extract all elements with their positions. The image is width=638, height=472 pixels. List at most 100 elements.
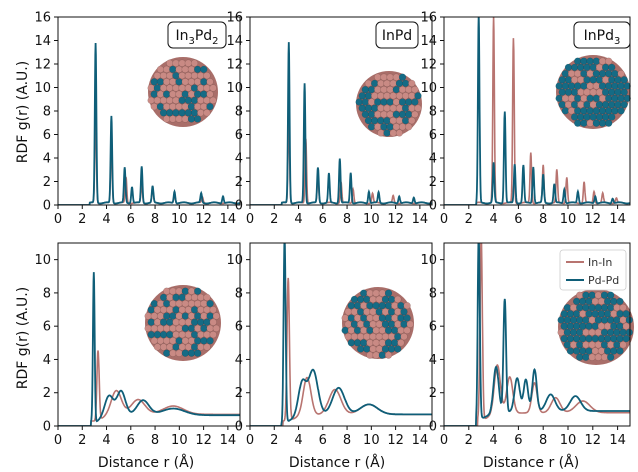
y-tick-label: 2 xyxy=(235,386,243,401)
xlabel-middle: Distance r (Å) xyxy=(289,454,385,471)
y-tick-label: 4 xyxy=(43,353,51,368)
panel-top-right: 0 2 4 6 8 10 12 14 0 2 4 6 8 10 12 14 16 InPd3 xyxy=(420,11,631,227)
series-line-in-in xyxy=(58,108,240,205)
y-tick-label: 10 xyxy=(420,253,437,268)
x-tick-label: 0 xyxy=(54,212,62,227)
y-tick-label: 8 xyxy=(429,286,437,301)
series-line-pd-pd xyxy=(444,243,630,426)
y-tick-label: 2 xyxy=(429,175,437,190)
y-tick-label: 16 xyxy=(420,11,437,26)
x-tick-label: 0 xyxy=(440,212,448,227)
nanoparticle-inset xyxy=(147,57,218,127)
y-tick-label: 0 xyxy=(235,420,243,435)
y-tick-label: 8 xyxy=(43,105,51,120)
nanoparticle-inset xyxy=(555,55,631,129)
y-tick-label: 12 xyxy=(34,58,51,73)
axes-frame xyxy=(57,242,241,427)
y-tick-label: 8 xyxy=(235,105,243,120)
y-tick-label: 0 xyxy=(429,420,437,435)
composition-label-box xyxy=(375,21,419,49)
y-tick-label: 8 xyxy=(235,286,243,301)
x-tick-label: 6 xyxy=(514,433,522,448)
x-tick-label: 2 xyxy=(465,433,473,448)
series-line-pd-pd xyxy=(250,243,432,426)
y-tick-label: 10 xyxy=(226,253,243,268)
x-tick-label: 0 xyxy=(54,433,62,448)
x-tick-label: 10 xyxy=(560,433,577,448)
x-tick-label: 4 xyxy=(102,212,110,227)
series-line-pd-pd xyxy=(250,42,432,205)
x-tick-label: 8 xyxy=(343,212,351,227)
y-tick-label: 2 xyxy=(43,386,51,401)
y-tick-label: 0 xyxy=(429,199,437,214)
x-tick-label: 6 xyxy=(319,212,327,227)
x-tick-label: 0 xyxy=(440,433,448,448)
x-tick-label: 10 xyxy=(560,212,577,227)
composition-label-box xyxy=(167,21,227,49)
y-tick-label: 12 xyxy=(420,58,437,73)
y-tick-label: 6 xyxy=(43,128,51,143)
x-tick-label: 2 xyxy=(465,212,473,227)
panel-bottom-middle: 0 2 4 6 8 10 12 14 0 2 4 6 8 10 xyxy=(226,242,433,448)
x-tick-label: 14 xyxy=(609,433,626,448)
x-tick-label: 4 xyxy=(489,433,497,448)
y-tick-label: 10 xyxy=(226,81,243,96)
x-tick-label: 14 xyxy=(220,212,237,227)
panel-bottom-right: 0 2 4 6 8 10 12 14 0 2 4 6 8 10 xyxy=(420,242,634,448)
x-tick-label: 4 xyxy=(102,433,110,448)
x-tick-label: 8 xyxy=(539,433,547,448)
nanoparticle-inset xyxy=(341,287,414,359)
y-tick-label: 10 xyxy=(34,253,51,268)
y-tick-label: 14 xyxy=(34,34,51,49)
x-tick-label: 12 xyxy=(585,433,602,448)
x-tick-label: 14 xyxy=(609,212,626,227)
x-tick-label: 10 xyxy=(171,212,188,227)
x-tick-label: 12 xyxy=(195,212,212,227)
y-tick-label: 6 xyxy=(235,320,243,335)
x-tick-label: 10 xyxy=(363,433,380,448)
x-tick-label: 12 xyxy=(195,433,212,448)
x-tick-label: 0 xyxy=(246,212,254,227)
series-line-pd-pd xyxy=(58,272,240,426)
y-tick-label: 4 xyxy=(429,353,437,368)
y-tick-label: 2 xyxy=(235,175,243,190)
x-tick-label: 2 xyxy=(270,433,278,448)
xlabel-right: Distance r (Å) xyxy=(483,454,579,471)
nanoparticle-inset xyxy=(144,285,221,361)
axes-frame xyxy=(443,242,631,427)
y-tick-label: 16 xyxy=(226,11,243,26)
y-tick-label: 4 xyxy=(43,152,51,167)
ylabel-bottom-text: RDF g(r) (A.U.) xyxy=(15,287,31,389)
x-tick-label: 14 xyxy=(220,433,237,448)
x-tick-label: 6 xyxy=(127,433,135,448)
series-line-in-in xyxy=(58,350,240,426)
x-tick-label: 10 xyxy=(363,212,380,227)
y-tick-label: 0 xyxy=(43,420,51,435)
x-tick-label: 4 xyxy=(489,212,497,227)
ylabel-top-text: RDF g(r) (A.U.) xyxy=(15,61,31,163)
x-tick-label: 12 xyxy=(585,212,602,227)
x-tick-label: 8 xyxy=(343,433,351,448)
legend: In-In Pd-Pd xyxy=(559,249,627,291)
x-tick-label: 8 xyxy=(151,433,159,448)
xlabel-left: Distance r (Å) xyxy=(98,454,194,471)
nanoparticle-inset xyxy=(557,289,634,365)
x-tick-label: 14 xyxy=(412,433,429,448)
y-tick-label: 0 xyxy=(235,199,243,214)
x-tick-label: 4 xyxy=(294,212,302,227)
x-tick-label: 10 xyxy=(171,433,188,448)
y-tick-label: 12 xyxy=(226,58,243,73)
x-tick-label: 6 xyxy=(514,212,522,227)
y-tick-label: 0 xyxy=(43,199,51,214)
y-tick-label: 6 xyxy=(429,128,437,143)
x-tick-label: 8 xyxy=(539,212,547,227)
y-tick-label: 2 xyxy=(43,175,51,190)
series-line-pd-pd xyxy=(58,42,240,205)
x-tick-label: 14 xyxy=(412,212,429,227)
y-tick-label: 6 xyxy=(429,320,437,335)
x-tick-label: 2 xyxy=(270,212,278,227)
series-line-pd-pd xyxy=(444,17,630,205)
